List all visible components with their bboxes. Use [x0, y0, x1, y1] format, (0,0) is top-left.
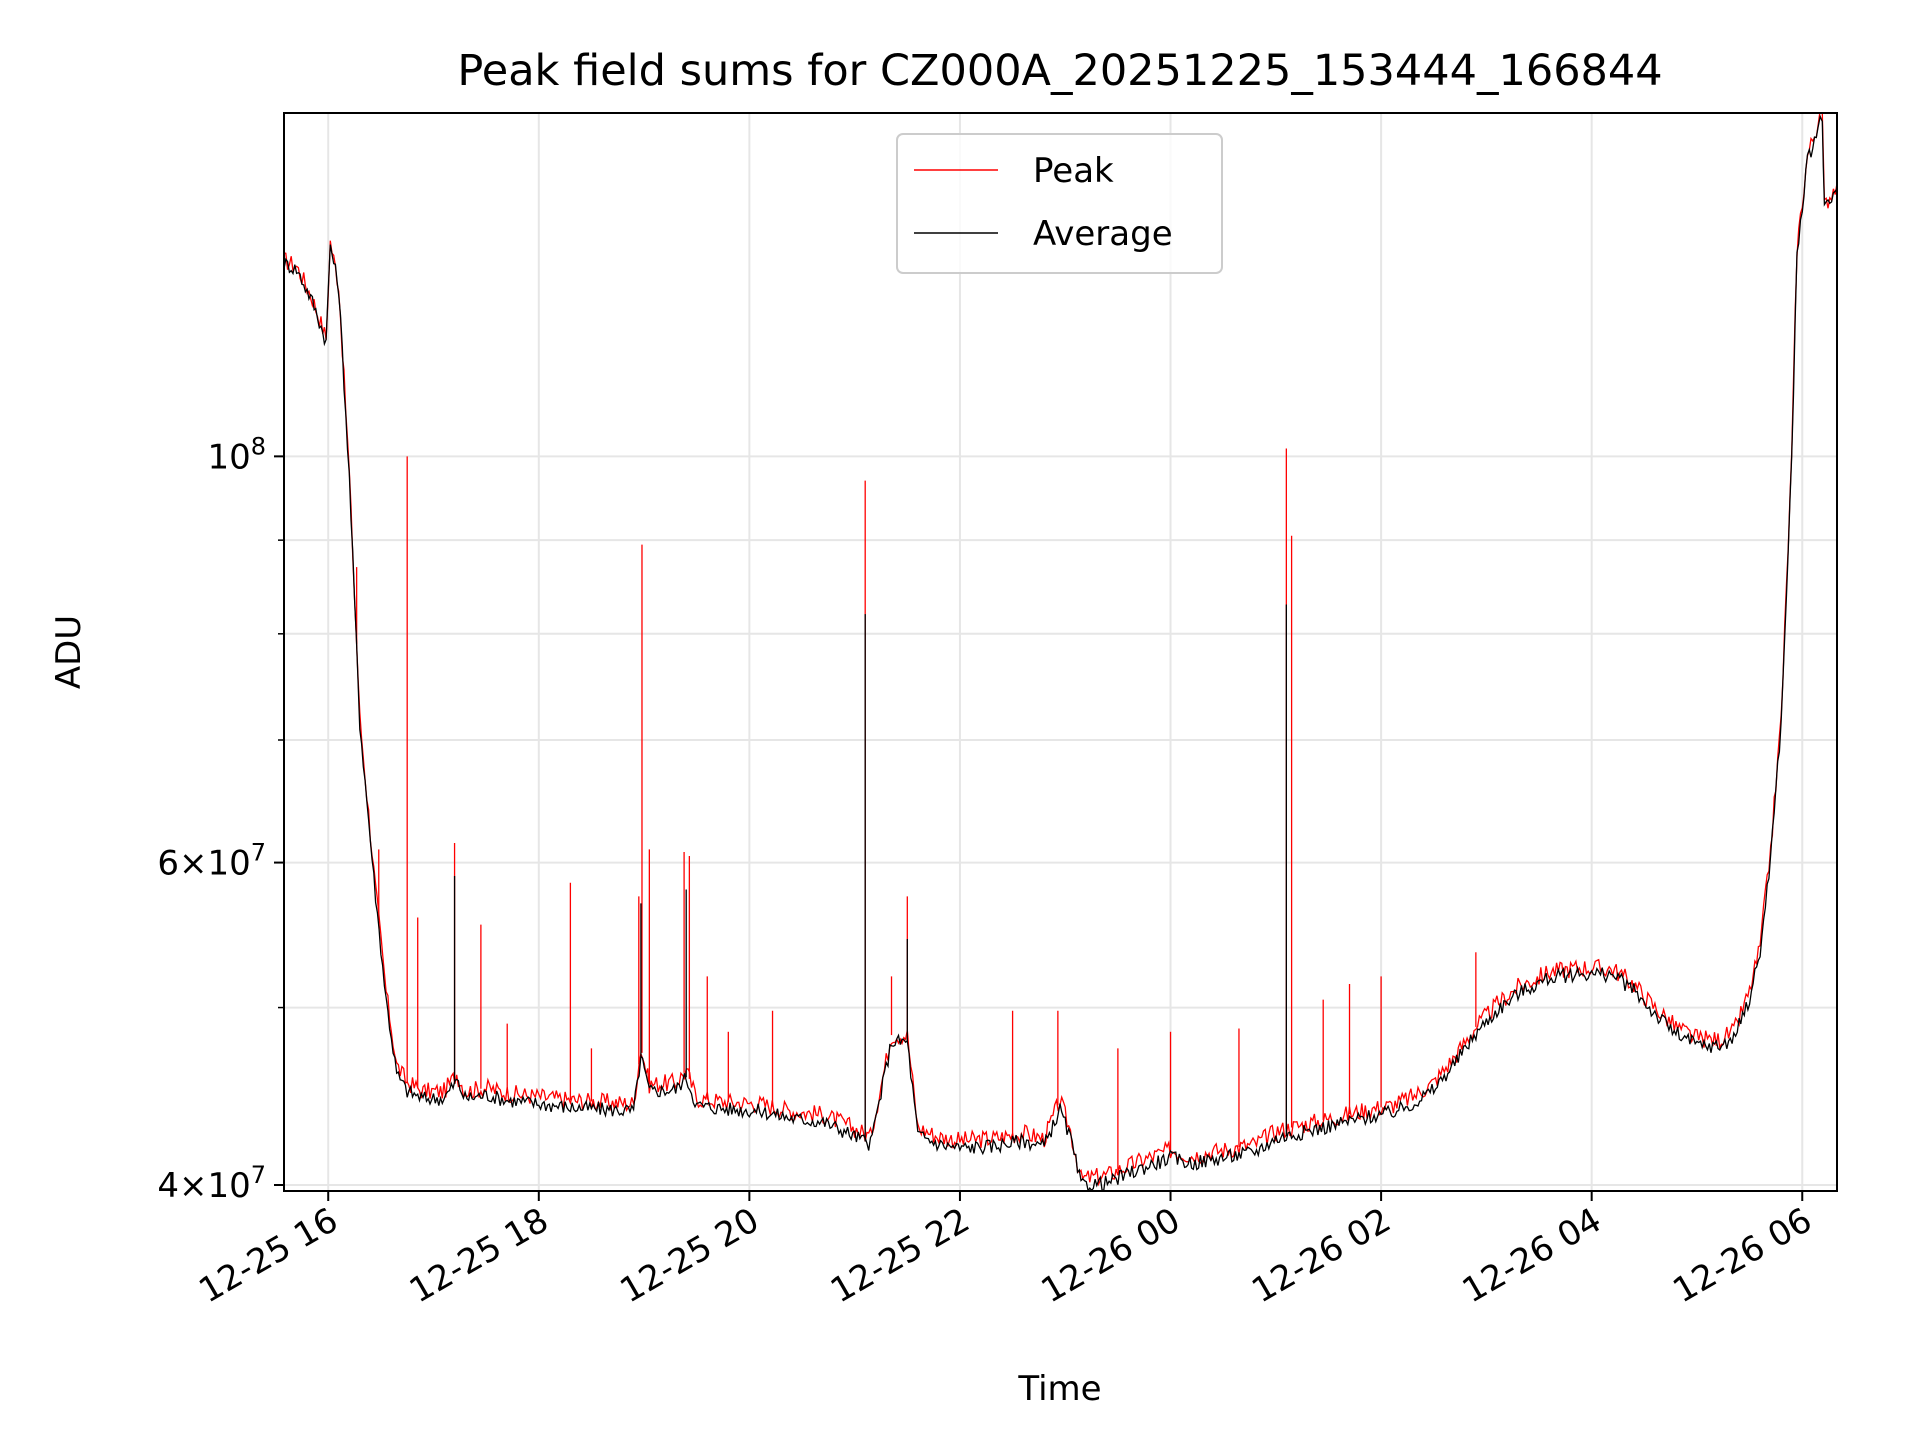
- legend-label-peak: Peak: [1033, 151, 1114, 191]
- x-axis-label: Time: [1017, 1369, 1101, 1409]
- chart-title: Peak field sums for CZ000A_20251225_1534…: [457, 46, 1662, 96]
- legend-box: [896, 133, 1223, 274]
- y-tick-label: 4×107: [157, 1161, 266, 1206]
- grid: [284, 113, 1837, 1191]
- legend-label-average: Average: [1033, 214, 1173, 254]
- y-tick-label: 6×107: [157, 839, 266, 884]
- y-axis-label: ADU: [49, 615, 89, 689]
- plot-frame: [283, 112, 1838, 1192]
- series-line-average: [284, 114, 1837, 1191]
- y-tick-label: 108: [207, 432, 266, 477]
- series-layer: [284, 113, 1837, 1191]
- y-axis: 4×107 6×107 108: [157, 432, 284, 1206]
- legend: Peak Average: [896, 133, 1223, 274]
